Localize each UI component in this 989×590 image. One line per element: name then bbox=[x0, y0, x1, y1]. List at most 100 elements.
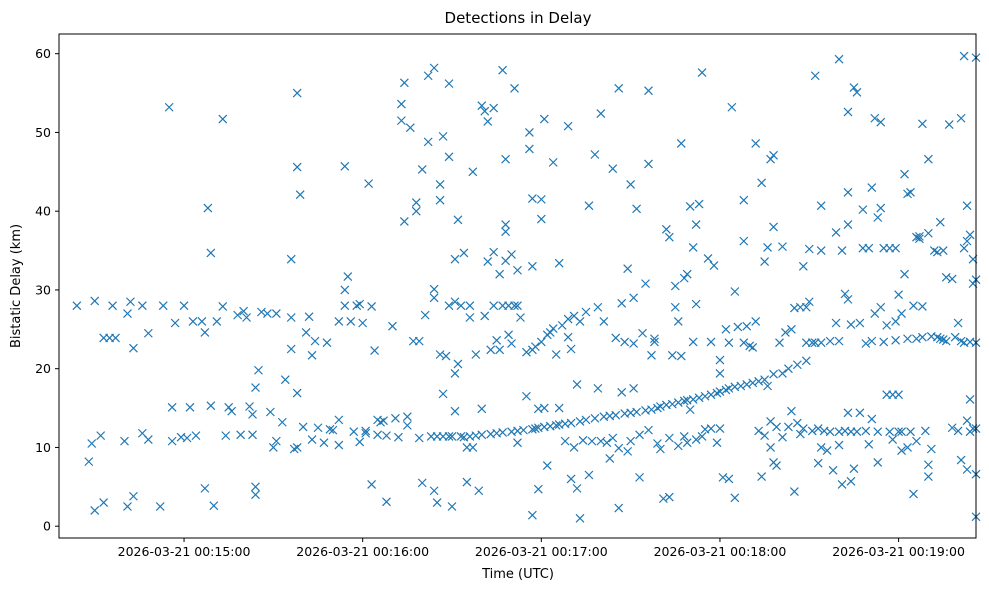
data-point bbox=[876, 302, 886, 312]
data-point bbox=[143, 328, 153, 338]
data-point bbox=[742, 321, 752, 331]
data-point bbox=[795, 429, 805, 439]
data-point bbox=[617, 298, 627, 308]
data-point bbox=[825, 336, 835, 346]
data-point bbox=[566, 344, 576, 354]
x-axis-ticks: 2026-03-21 00:15:00 2026-03-21 00:16:00 20… bbox=[118, 538, 965, 559]
data-point bbox=[608, 164, 618, 174]
data-point bbox=[724, 338, 734, 348]
data-point bbox=[614, 503, 624, 513]
data-point bbox=[123, 309, 132, 318]
data-point bbox=[736, 381, 746, 391]
data-point bbox=[167, 436, 177, 446]
data-point bbox=[769, 222, 778, 232]
data-point bbox=[909, 301, 918, 311]
data-point bbox=[697, 431, 707, 441]
data-point bbox=[262, 309, 272, 318]
data-point bbox=[834, 336, 844, 346]
data-point bbox=[355, 437, 365, 447]
data-point bbox=[137, 301, 147, 311]
data-point bbox=[706, 337, 716, 347]
data-point bbox=[932, 247, 942, 257]
data-point bbox=[200, 483, 210, 493]
data-point bbox=[462, 477, 472, 487]
data-point bbox=[789, 487, 799, 496]
data-point bbox=[355, 299, 365, 309]
data-point bbox=[179, 301, 189, 311]
data-point bbox=[778, 432, 787, 442]
data-point bbox=[792, 360, 802, 370]
data-point bbox=[382, 431, 391, 441]
data-point bbox=[280, 375, 290, 385]
data-point bbox=[182, 433, 192, 443]
data-point bbox=[516, 313, 525, 322]
data-point bbox=[536, 194, 546, 204]
data-point bbox=[480, 106, 490, 116]
data-point bbox=[453, 215, 463, 225]
data-point bbox=[810, 71, 820, 81]
data-point bbox=[962, 465, 972, 474]
data-point bbox=[650, 334, 659, 344]
data-point bbox=[664, 232, 674, 242]
data-point bbox=[691, 435, 701, 444]
data-point bbox=[257, 307, 266, 317]
data-point bbox=[599, 317, 609, 326]
data-point bbox=[563, 332, 573, 342]
data-point bbox=[286, 344, 296, 354]
data-point bbox=[813, 458, 823, 468]
data-point bbox=[614, 83, 624, 93]
data-point bbox=[694, 199, 704, 209]
data-point bbox=[364, 179, 374, 189]
data-point bbox=[129, 491, 138, 501]
data-point bbox=[965, 230, 975, 240]
data-point bbox=[575, 513, 585, 523]
data-point bbox=[894, 290, 904, 300]
data-point bbox=[72, 301, 82, 311]
data-point bbox=[748, 343, 758, 352]
data-point bbox=[411, 206, 421, 216]
data-point bbox=[617, 387, 627, 397]
data-point bbox=[602, 438, 612, 448]
y-tick-label: 20 bbox=[35, 361, 51, 376]
data-point bbox=[391, 413, 400, 423]
data-point bbox=[465, 301, 475, 311]
data-point bbox=[251, 490, 260, 500]
data-point bbox=[218, 114, 228, 124]
data-point bbox=[843, 408, 853, 418]
data-point bbox=[120, 436, 129, 446]
data-point bbox=[882, 320, 892, 330]
data-point bbox=[527, 261, 537, 271]
x-tick-label: 2026-03-21 00:18:00 bbox=[654, 544, 787, 559]
data-point bbox=[200, 328, 210, 337]
data-point bbox=[197, 317, 207, 326]
data-point bbox=[709, 261, 719, 270]
data-point bbox=[188, 317, 198, 326]
data-point bbox=[444, 152, 454, 162]
data-point bbox=[941, 272, 951, 282]
data-point bbox=[655, 444, 665, 454]
data-point bbox=[319, 438, 329, 448]
data-point bbox=[897, 309, 906, 318]
data-point bbox=[763, 381, 773, 391]
data-point bbox=[906, 187, 915, 197]
data-point bbox=[676, 351, 686, 361]
data-point bbox=[477, 101, 487, 111]
data-point bbox=[629, 293, 639, 303]
data-point bbox=[673, 398, 683, 407]
data-point bbox=[822, 446, 832, 456]
data-point bbox=[527, 510, 537, 520]
data-point bbox=[754, 376, 764, 386]
data-point bbox=[825, 427, 835, 437]
data-point bbox=[635, 472, 644, 482]
data-point bbox=[700, 391, 710, 401]
data-point bbox=[959, 51, 969, 61]
data-point bbox=[277, 417, 287, 427]
points-layer bbox=[72, 51, 981, 523]
data-point bbox=[748, 378, 758, 388]
data-point bbox=[593, 383, 603, 393]
data-point bbox=[224, 402, 234, 412]
data-point bbox=[682, 269, 692, 279]
data-point bbox=[307, 350, 317, 360]
data-point bbox=[730, 493, 740, 503]
data-point bbox=[766, 443, 775, 452]
